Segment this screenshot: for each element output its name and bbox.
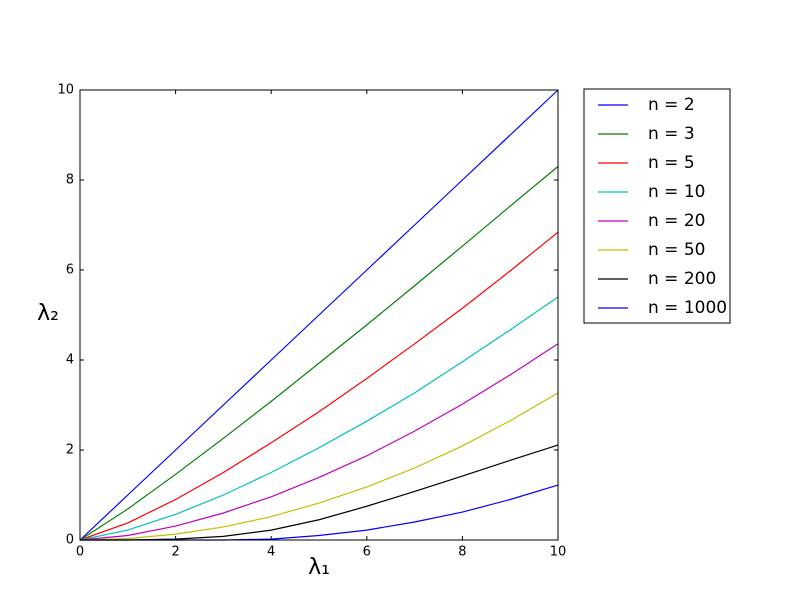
x-tick-label: 8 [458,545,466,560]
y-tick-label: 10 [57,83,74,98]
y-tick-label: 6 [66,263,74,278]
series-line [79,392,559,541]
series-line [79,343,559,541]
series-line [79,296,559,541]
y-axis-label: λ₂ [37,301,59,326]
series-line [79,231,559,541]
x-axis-label: λ₁ [308,555,330,580]
legend-label: n = 1000 [648,298,727,318]
legend-label: n = 5 [648,153,695,173]
legend-label: n = 10 [648,182,705,202]
legend-label: n = 200 [648,269,716,289]
x-tick-label: 2 [171,545,179,560]
x-tick-label: 6 [363,545,371,560]
y-tick-label: 0 [66,533,74,548]
series-line [79,89,559,541]
x-tick-label: 4 [267,545,275,560]
series-line [79,166,559,541]
x-tick-label: 10 [550,545,567,560]
plot-frame [79,89,559,541]
legend-label: n = 20 [648,211,705,231]
legend-label: n = 50 [648,240,705,260]
y-tick-label: 4 [66,353,74,368]
y-tick-label: 2 [66,443,74,458]
legend-label: n = 3 [648,124,695,144]
legend-label: n = 2 [648,95,695,115]
x-tick-label: 0 [76,545,84,560]
y-tick-label: 8 [66,173,74,188]
legend-box [583,88,731,324]
